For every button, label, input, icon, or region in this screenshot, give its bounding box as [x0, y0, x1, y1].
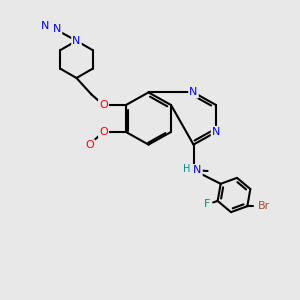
Text: O: O: [85, 140, 94, 151]
Text: N: N: [212, 127, 220, 137]
Text: N: N: [189, 87, 198, 98]
Text: N: N: [53, 24, 61, 34]
Text: H: H: [183, 164, 190, 174]
Text: F: F: [204, 199, 210, 209]
Text: Br: Br: [258, 201, 270, 211]
Text: N: N: [41, 21, 49, 31]
Text: N: N: [72, 36, 81, 46]
Text: O: O: [99, 127, 108, 137]
Text: O: O: [99, 100, 108, 110]
Text: N: N: [193, 165, 202, 175]
